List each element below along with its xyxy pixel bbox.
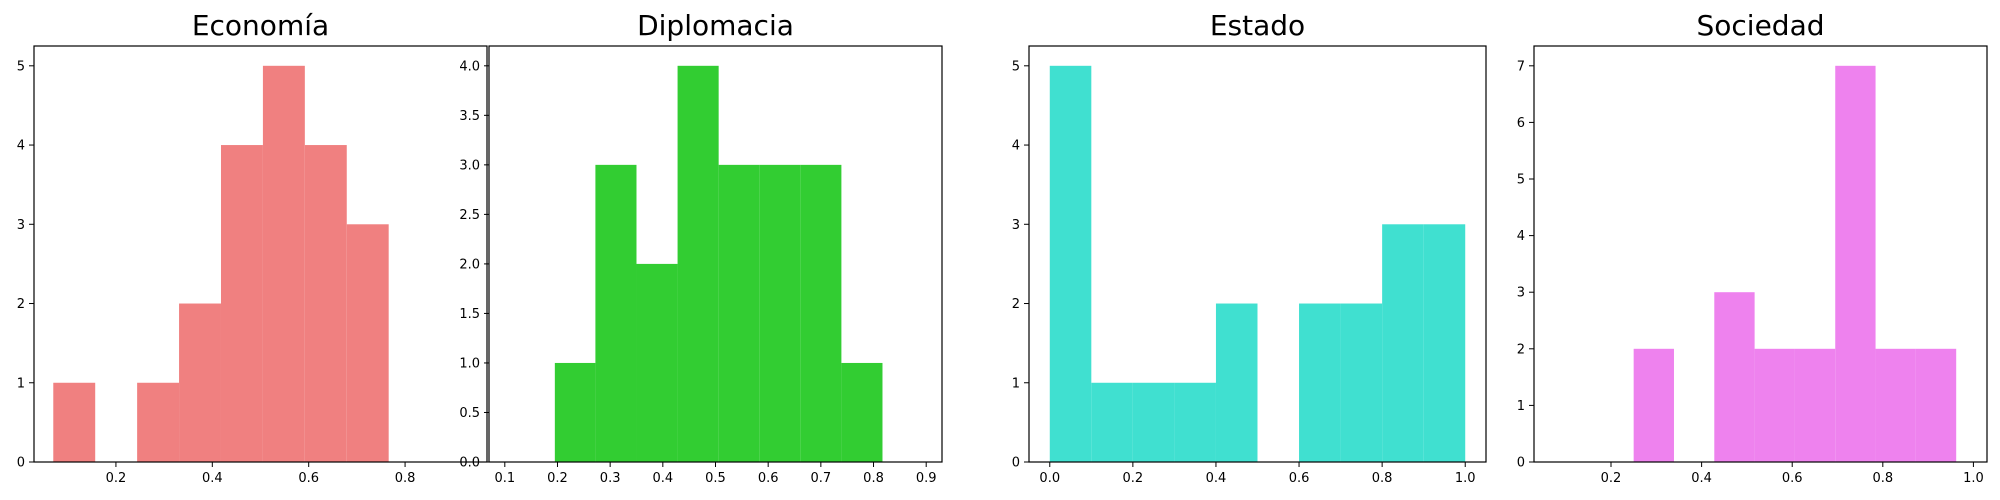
histogram-bar <box>1049 65 1092 463</box>
x-tick-label: 0.8 <box>863 471 884 486</box>
histogram-bar <box>304 145 347 463</box>
y-tick-label: 1 <box>17 376 25 391</box>
histogram-bar <box>1835 65 1876 463</box>
y-tick-label: 0.0 <box>459 456 480 471</box>
y-tick-label: 1.5 <box>459 307 480 322</box>
y-tick-label: 0.5 <box>459 406 480 421</box>
y-tick-label: 3 <box>1012 218 1020 233</box>
histogram-bar <box>1299 303 1341 462</box>
x-tick-label: 0.2 <box>106 471 127 486</box>
histogram-bar <box>1340 303 1383 462</box>
x-tick-label: 0.4 <box>1206 471 1227 486</box>
panel-title: Sociedad <box>1696 9 1824 42</box>
histogram-bar <box>1091 382 1133 462</box>
histogram-bar <box>137 382 180 462</box>
x-tick-label: 1.0 <box>1963 471 1984 486</box>
y-tick-label: 1 <box>1012 376 1020 391</box>
histogram-bar <box>636 263 678 462</box>
y-tick-label: 3.0 <box>459 158 480 173</box>
panel-diplomacia: Diplomacia 0.1 0.2 0.3 0.4 0.5 0.6 0.7 0.8 0.9 0.… <box>459 9 943 486</box>
y-tick-label: 2 <box>1012 297 1020 312</box>
panel-title: Diplomacia <box>637 9 794 42</box>
x-tick-label: 0.2 <box>547 471 568 486</box>
histogram-bar <box>800 164 842 462</box>
x-tick-label: 0.7 <box>811 471 832 486</box>
y-tick-label: 4.0 <box>459 59 480 74</box>
histogram-bar <box>595 164 637 462</box>
y-tick-label: 0 <box>1517 456 1525 471</box>
y-tick-label: 2 <box>17 297 25 312</box>
y-tick-label: 3.5 <box>459 109 480 124</box>
y-tick-label: 1.0 <box>459 356 480 371</box>
y-tick-label: 7 <box>1517 59 1525 74</box>
axes-frame <box>1533 45 1988 463</box>
y-tick-label: 4 <box>1012 139 1020 154</box>
histogram-bar <box>1875 348 1916 462</box>
panel-economia: Economía 0.2 0.4 0.6 0.8 0 1 2 3 4 5 <box>17 9 488 486</box>
x-tick-label: 0.8 <box>1372 471 1393 486</box>
histogram-bar <box>220 145 263 463</box>
histogram-bar <box>1132 382 1175 462</box>
y-tick-label: 6 <box>1517 116 1525 131</box>
x-tick-label: 0.6 <box>298 471 319 486</box>
x-tick-label: 0.4 <box>652 471 673 486</box>
histogram-bar <box>1423 224 1466 462</box>
histogram-bar <box>554 362 596 462</box>
x-tick-label: 0.3 <box>600 471 621 486</box>
y-tick-label: 2 <box>1517 342 1525 357</box>
histogram-bar <box>677 65 719 463</box>
x-tick-label: 0.4 <box>1691 471 1712 486</box>
histogram-bar <box>1174 382 1216 462</box>
y-tick-label: 4 <box>1517 229 1525 244</box>
histogram-bar <box>1633 348 1674 462</box>
histogram-bar <box>1915 348 1957 462</box>
x-tick-label: 0.6 <box>1782 471 1803 486</box>
y-tick-label: 5 <box>1517 173 1525 188</box>
x-tick-label: 0.5 <box>705 471 726 486</box>
y-tick-label: 2.5 <box>459 208 480 223</box>
y-tick-label: 1 <box>1517 399 1525 414</box>
x-tick-label: 0.8 <box>395 471 416 486</box>
y-tick-label: 5 <box>17 59 25 74</box>
x-tick-label: 0.0 <box>1039 471 1060 486</box>
x-tick-label: 0.9 <box>916 471 937 486</box>
x-tick-label: 0.4 <box>202 471 223 486</box>
y-tick-label: 4 <box>17 139 25 154</box>
histogram-bar <box>1714 292 1755 462</box>
panel-title: Economía <box>192 9 329 42</box>
axes-frame <box>33 45 488 463</box>
x-tick-label: 0.2 <box>1123 471 1144 486</box>
x-tick-label: 0.6 <box>1289 471 1310 486</box>
axes-frame <box>1028 45 1487 463</box>
y-tick-label: 0 <box>1012 456 1020 471</box>
panel-title: Estado <box>1210 9 1305 42</box>
x-tick-label: 1.0 <box>1455 471 1476 486</box>
histogram-bar <box>346 224 389 462</box>
histogram-bar <box>759 164 801 462</box>
histogram-bar <box>1754 348 1795 462</box>
histogram-bar <box>1382 224 1424 462</box>
histogram-bar <box>718 164 760 462</box>
y-tick-label: 3 <box>1517 286 1525 301</box>
y-tick-label: 2.0 <box>459 257 480 272</box>
histogram-bar <box>1794 348 1836 462</box>
histogram-bar <box>1215 303 1258 462</box>
histogram-bar <box>179 303 221 462</box>
panel-sociedad: Sociedad 0.2 0.4 0.6 0.8 1.0 0 1 2 3 4 5 6 7 <box>1517 9 1988 486</box>
y-tick-label: 5 <box>1012 59 1020 74</box>
x-tick-label: 0.1 <box>494 471 515 486</box>
histogram-bar <box>841 362 883 462</box>
panel-estado: Estado 0.0 0.2 0.4 0.6 0.8 1.0 0 1 2 3 4 5 <box>1012 9 1487 486</box>
x-tick-label: 0.8 <box>1872 471 1893 486</box>
y-tick-label: 0 <box>17 456 25 471</box>
histogram-bar <box>262 65 305 463</box>
histogram-bar <box>53 382 96 462</box>
x-tick-label: 0.6 <box>758 471 779 486</box>
y-tick-label: 3 <box>17 218 25 233</box>
x-tick-label: 0.2 <box>1601 471 1622 486</box>
